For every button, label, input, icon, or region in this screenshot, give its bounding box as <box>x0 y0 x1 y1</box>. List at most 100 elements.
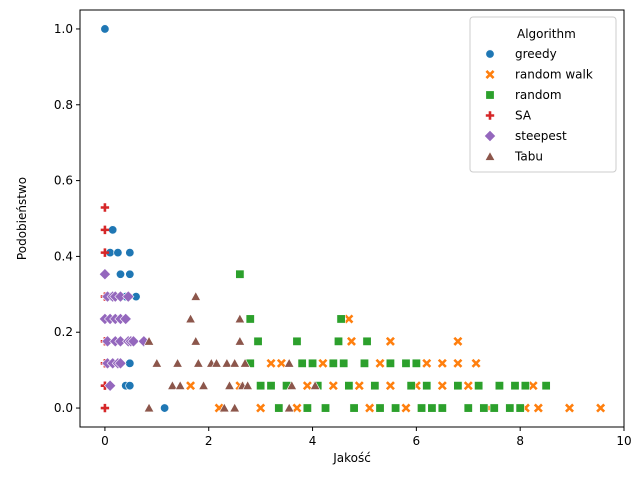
data-point <box>229 402 241 413</box>
legend-marker <box>483 129 497 143</box>
data-point <box>211 357 222 368</box>
data-point <box>234 335 246 346</box>
data-point <box>100 203 110 212</box>
data-point <box>349 403 359 413</box>
legend-label: random <box>515 88 562 102</box>
data-point <box>422 358 432 368</box>
legend-label: steepest <box>515 129 567 143</box>
data-point <box>385 358 395 368</box>
data-point <box>113 248 123 258</box>
data-point <box>190 335 202 346</box>
legend-title: Algorithm <box>517 27 576 41</box>
data-point <box>100 225 110 235</box>
data-point <box>336 314 346 324</box>
legend-item: random walk <box>485 68 593 82</box>
data-point <box>417 403 427 413</box>
data-point <box>114 357 127 370</box>
data-point <box>174 380 186 390</box>
data-point <box>167 380 178 390</box>
data-point <box>108 225 118 235</box>
data-point <box>302 381 312 391</box>
data-point <box>292 403 302 413</box>
data-point <box>308 358 318 368</box>
legend-item: Tabu <box>484 150 543 164</box>
legend-label: Tabu <box>514 150 543 164</box>
legend-marker <box>485 70 495 79</box>
data-point <box>151 357 163 368</box>
legend-item: steepest <box>483 129 567 143</box>
legend-marker <box>484 151 496 161</box>
data-point <box>463 381 473 391</box>
x-tick-label: 4 <box>309 434 317 448</box>
data-point <box>100 403 110 413</box>
data-point <box>185 313 196 324</box>
data-point <box>245 314 255 324</box>
x-tick-label: 0 <box>101 434 109 448</box>
data-point <box>125 358 135 368</box>
data-point <box>115 269 125 279</box>
legend-items: greedy random walk random SA steepest Tabu <box>483 47 593 164</box>
legend-item: greedy <box>485 47 557 61</box>
data-point <box>344 314 354 324</box>
y-tick-label: 0.0 <box>54 401 73 415</box>
data-point <box>190 291 202 301</box>
data-point <box>122 290 135 303</box>
data-point <box>239 357 251 368</box>
legend-label: greedy <box>515 47 557 61</box>
x-tick-label: 2 <box>205 434 213 448</box>
axis-ticks: 0 2 4 6 8 10 0.0 0.2 0.4 0.6 0.8 1.0 <box>54 22 632 448</box>
data-point <box>406 381 416 391</box>
data-point <box>520 381 530 391</box>
data-point <box>385 336 395 346</box>
x-tick-label: 8 <box>516 434 524 448</box>
data-point <box>193 357 204 368</box>
data-point <box>283 402 295 413</box>
data-point <box>198 380 209 390</box>
data-point <box>274 403 284 413</box>
data-point <box>125 269 135 279</box>
data-point <box>453 381 463 391</box>
data-point <box>453 358 463 368</box>
data-point <box>221 357 233 368</box>
data-point <box>541 381 551 391</box>
legend-marker <box>485 49 495 59</box>
data-point <box>235 269 245 279</box>
data-point <box>321 403 331 413</box>
data-point <box>292 336 302 346</box>
data-point <box>533 403 543 413</box>
data-point <box>385 381 395 391</box>
data-point <box>119 312 132 326</box>
data-point <box>375 403 385 413</box>
data-point <box>256 381 266 391</box>
data-point <box>463 403 473 413</box>
data-point <box>471 358 481 368</box>
data-point <box>104 379 117 392</box>
data-point <box>234 313 246 324</box>
data-point <box>229 357 241 368</box>
data-point <box>318 358 328 368</box>
data-point <box>437 403 447 413</box>
data-point <box>143 335 155 346</box>
data-point <box>346 336 356 346</box>
data-point <box>100 24 110 34</box>
y-tick-label: 0.4 <box>54 249 73 263</box>
data-point <box>127 335 140 348</box>
data-point <box>515 403 525 413</box>
series-random <box>235 269 551 413</box>
series-steepest <box>98 268 150 392</box>
data-point <box>565 403 574 413</box>
data-point <box>339 358 349 368</box>
data-point <box>411 358 421 368</box>
data-point <box>256 403 266 413</box>
legend-marker <box>485 90 495 100</box>
data-point <box>266 381 276 391</box>
series-tabu <box>143 291 321 413</box>
data-point <box>242 380 254 390</box>
legend-marker <box>485 111 495 120</box>
legend-box <box>469 16 617 173</box>
data-point <box>143 402 155 413</box>
y-tick-label: 0.6 <box>54 174 73 188</box>
x-tick-label: 10 <box>616 434 631 448</box>
data-point <box>401 358 411 368</box>
data-point <box>224 380 235 390</box>
